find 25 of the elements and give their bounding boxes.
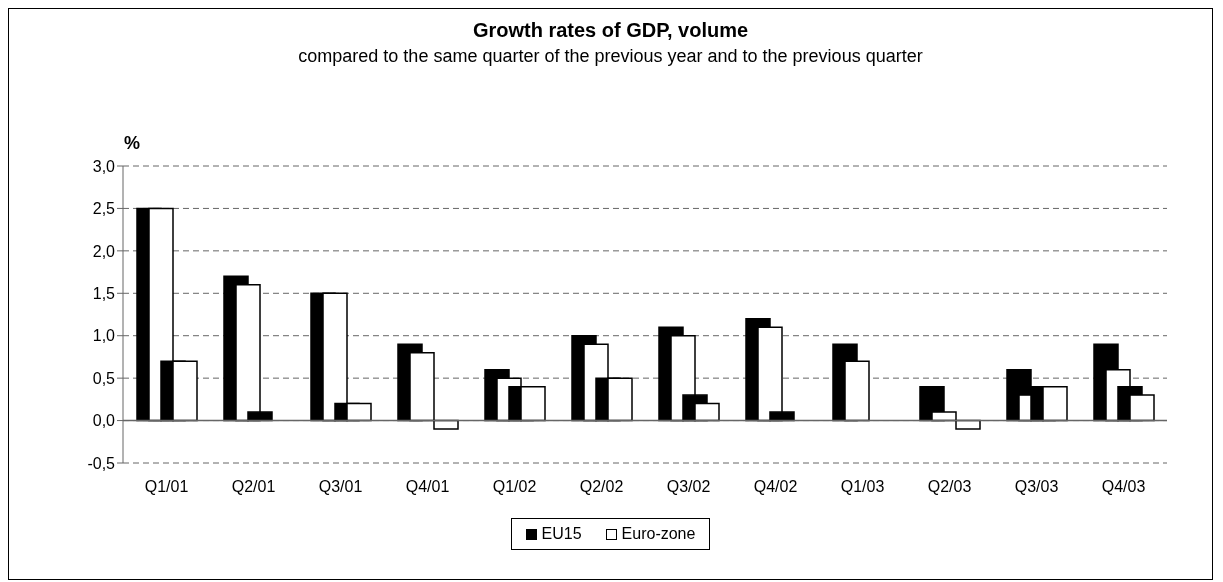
x-tick-label: Q1/03 <box>840 478 885 496</box>
x-tick-label: Q3/03 <box>1014 478 1059 496</box>
x-tick-label: Q1/02 <box>492 478 537 496</box>
y-tick-label: 3,0 <box>92 157 116 175</box>
x-tick-label: Q4/03 <box>1101 478 1146 496</box>
x-tick-label: Q3/01 <box>318 478 363 496</box>
legend-label: EU15 <box>541 525 582 543</box>
x-tick-label: Q2/03 <box>927 478 972 496</box>
y-tick-label: 0,0 <box>92 412 116 430</box>
y-tick-label: 1,5 <box>92 284 116 302</box>
y-tick-label: 1,0 <box>92 327 116 345</box>
chart-title: Growth rates of GDP, volume <box>471 19 750 42</box>
y-axis-title: % <box>124 133 141 154</box>
x-tick-label: Q4/02 <box>753 478 798 496</box>
y-tick-label: 2,5 <box>92 200 116 218</box>
x-tick-label: Q3/02 <box>666 478 711 496</box>
x-tick-label: Q1/01 <box>144 478 189 496</box>
y-tick-label: 2,0 <box>92 242 116 260</box>
legend-label: Euro-zone <box>621 525 696 543</box>
y-tick-label: 0,5 <box>92 369 116 387</box>
chart-subtitle: compared to the same quarter of the previous year and to the previous quarter <box>297 46 924 67</box>
x-tick-label: Q2/02 <box>579 478 624 496</box>
x-tick-label: Q4/01 <box>405 478 450 496</box>
x-tick-label: Q2/01 <box>231 478 276 496</box>
y-tick-label: -0,5 <box>87 454 116 472</box>
